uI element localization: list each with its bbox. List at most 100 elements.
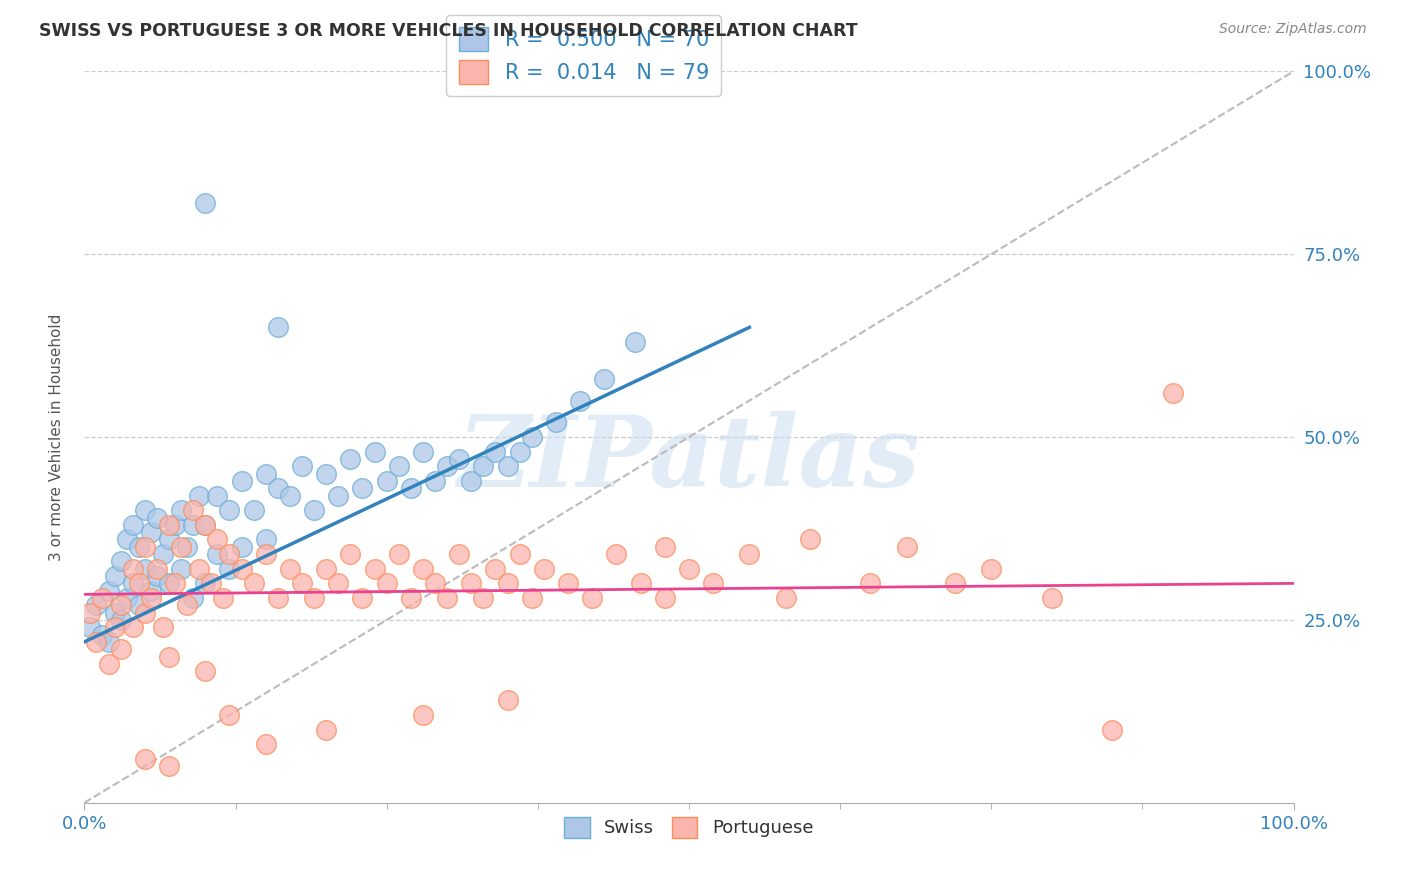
Point [176,599,198,613]
Point [115,591,138,605]
Point [496,693,519,707]
Point [449,452,471,467]
Point [278,489,301,503]
Point [339,547,361,561]
Point [412,444,434,458]
Point [449,547,471,561]
Point [254,533,277,547]
Point [170,540,193,554]
Point [496,459,519,474]
Point [412,562,434,576]
Point [110,554,132,568]
Point [254,737,277,751]
Point [702,576,724,591]
Point [1101,723,1123,737]
Point [194,576,217,591]
Point [242,503,264,517]
Point [194,664,217,678]
Point [218,547,240,561]
Point [181,517,204,532]
Point [859,576,882,591]
Point [315,562,337,576]
Point [472,591,495,605]
Point [207,533,229,547]
Point [134,562,156,576]
Point [799,533,821,547]
Point [218,708,240,723]
Point [170,503,193,517]
Text: Source: ZipAtlas.com: Source: ZipAtlas.com [1219,22,1367,37]
Point [352,481,374,495]
Point [375,474,398,488]
Point [146,510,169,524]
Point [110,599,132,613]
Point [460,576,482,591]
Point [134,606,156,620]
Point [630,576,652,591]
Point [231,474,253,488]
Point [218,503,240,517]
Point [1161,386,1184,401]
Point [472,459,495,474]
Point [207,489,229,503]
Point [520,591,543,605]
Point [388,459,411,474]
Point [328,576,350,591]
Point [254,467,277,481]
Point [375,576,398,591]
Point [654,591,676,605]
Point [194,196,217,211]
Point [152,620,174,634]
Point [165,517,187,532]
Point [139,591,162,605]
Point [110,642,132,657]
Point [291,459,314,474]
Point [157,649,180,664]
Point [738,547,761,561]
Point [605,547,627,561]
Point [328,489,350,503]
Point [412,708,434,723]
Y-axis label: 3 or more Vehicles in Household: 3 or more Vehicles in Household [49,313,63,561]
Point [896,540,918,554]
Point [436,591,458,605]
Point [231,540,253,554]
Point [121,576,143,591]
Point [460,474,482,488]
Point [218,562,240,576]
Point [146,562,169,576]
Point [110,613,132,627]
Point [388,547,411,561]
Point [520,430,543,444]
Point [509,444,531,458]
Point [181,503,204,517]
Point [363,444,385,458]
Point [557,576,579,591]
Point [115,533,138,547]
Point [181,591,204,605]
Point [104,620,127,634]
Point [569,393,592,408]
Point [157,517,180,532]
Point [484,444,506,458]
Point [207,547,229,561]
Point [97,583,120,598]
Text: SWISS VS PORTUGUESE 3 OR MORE VEHICLES IN HOUSEHOLD CORRELATION CHART: SWISS VS PORTUGUESE 3 OR MORE VEHICLES I… [39,22,858,40]
Point [128,599,150,613]
Point [212,591,235,605]
Point [157,576,180,591]
Point [423,474,446,488]
Point [139,525,162,540]
Point [128,576,150,591]
Point [170,562,193,576]
Point [581,591,603,605]
Point [194,517,217,532]
Point [86,635,108,649]
Point [104,606,127,620]
Point [97,657,120,671]
Point [775,591,797,605]
Point [194,517,217,532]
Point [188,489,211,503]
Point [188,562,211,576]
Point [157,759,180,773]
